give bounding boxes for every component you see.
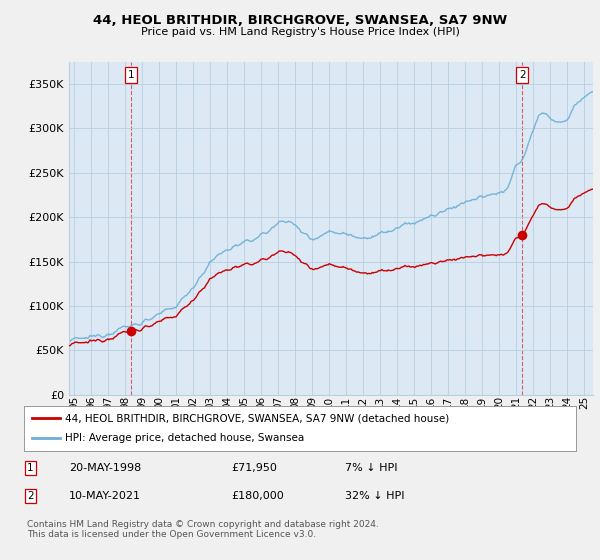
Text: 1: 1: [27, 463, 34, 473]
Text: 10-MAY-2021: 10-MAY-2021: [69, 491, 141, 501]
Text: Contains HM Land Registry data © Crown copyright and database right 2024.
This d: Contains HM Land Registry data © Crown c…: [27, 520, 379, 539]
Text: 1: 1: [128, 70, 135, 80]
Text: 20-MAY-1998: 20-MAY-1998: [69, 463, 141, 473]
Text: Price paid vs. HM Land Registry's House Price Index (HPI): Price paid vs. HM Land Registry's House …: [140, 27, 460, 37]
Text: 2: 2: [519, 70, 526, 80]
Text: HPI: Average price, detached house, Swansea: HPI: Average price, detached house, Swan…: [65, 433, 305, 444]
Text: £180,000: £180,000: [231, 491, 284, 501]
Text: 44, HEOL BRITHDIR, BIRCHGROVE, SWANSEA, SA7 9NW (detached house): 44, HEOL BRITHDIR, BIRCHGROVE, SWANSEA, …: [65, 413, 449, 423]
Text: 32% ↓ HPI: 32% ↓ HPI: [345, 491, 404, 501]
Text: 7% ↓ HPI: 7% ↓ HPI: [345, 463, 398, 473]
Text: £71,950: £71,950: [231, 463, 277, 473]
Text: 44, HEOL BRITHDIR, BIRCHGROVE, SWANSEA, SA7 9NW: 44, HEOL BRITHDIR, BIRCHGROVE, SWANSEA, …: [93, 14, 507, 27]
Text: 2: 2: [27, 491, 34, 501]
